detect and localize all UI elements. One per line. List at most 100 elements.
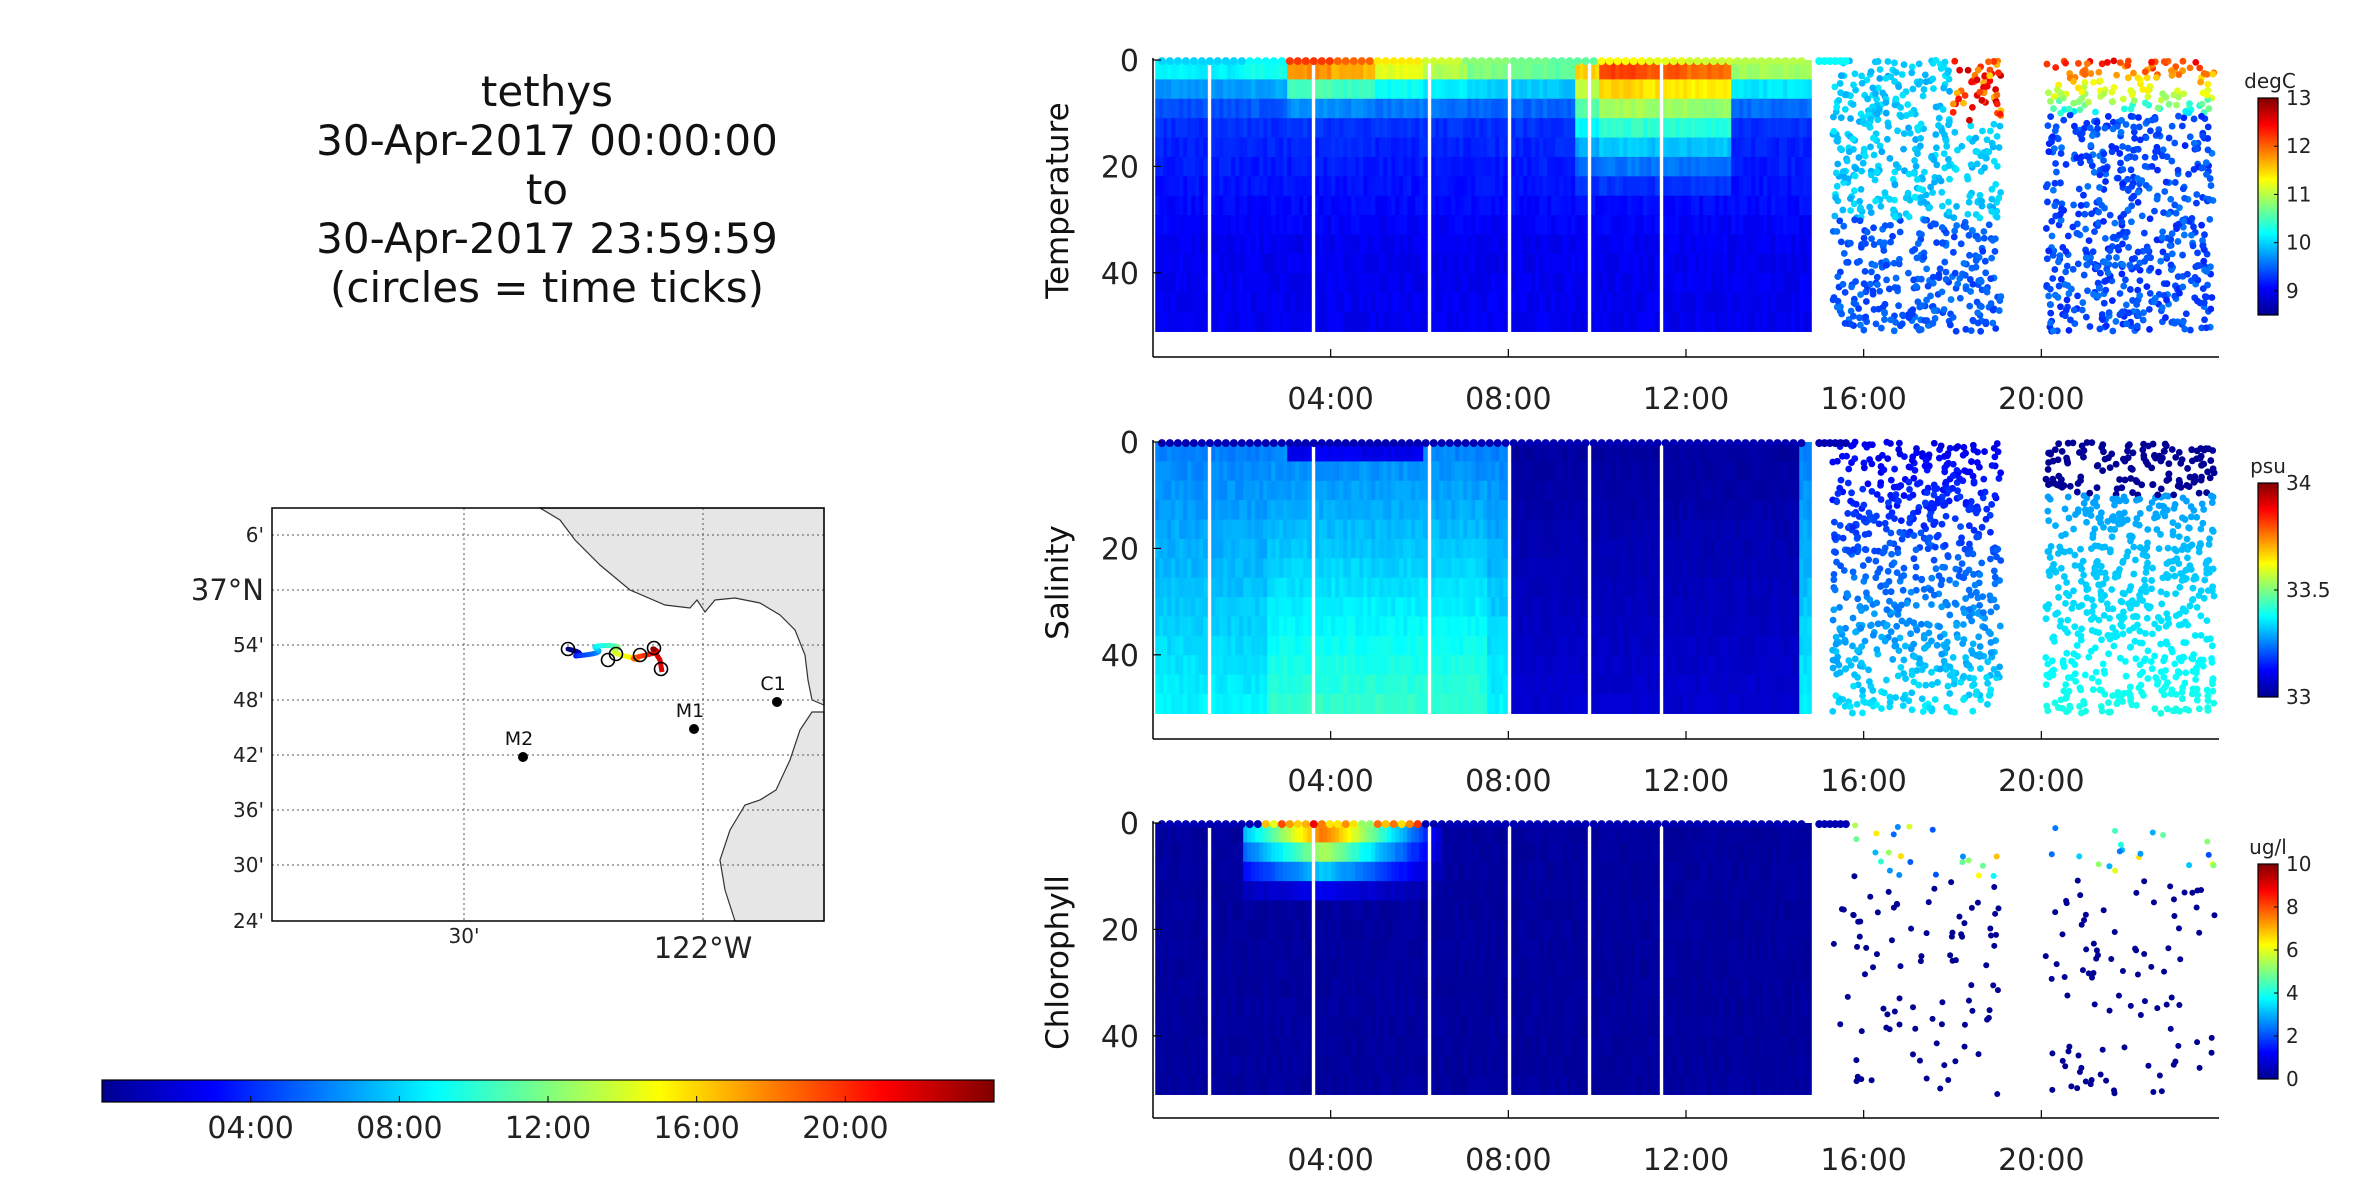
profile-cell — [1751, 176, 1756, 197]
profile-cell — [1563, 176, 1568, 197]
sample-point — [2163, 252, 2171, 260]
sample-point — [2175, 112, 2182, 120]
profile-cell — [1547, 215, 1552, 236]
profile-cell — [1339, 79, 1344, 100]
profile-cell — [1175, 156, 1180, 177]
sample-point — [1972, 134, 1980, 142]
profile-cell — [1219, 273, 1224, 294]
profile-cell — [1327, 292, 1332, 313]
sample-point — [2151, 207, 2158, 215]
profile-cell — [1439, 118, 1444, 139]
sample-point — [2118, 309, 2126, 317]
profile-cell — [1359, 480, 1364, 501]
sample-point — [2074, 260, 2082, 268]
profile-cell — [1255, 693, 1260, 714]
profile-cell — [1307, 597, 1312, 618]
profile-cell — [1655, 215, 1660, 236]
profile-cell — [1803, 118, 1808, 139]
profile-cell — [1715, 195, 1720, 216]
profile-cell — [1199, 500, 1204, 521]
profile-cell — [1191, 234, 1196, 255]
profile-cell — [1767, 156, 1772, 177]
profile-cell — [1571, 292, 1576, 313]
profile-cell — [1515, 195, 1520, 216]
profile-cell — [1183, 292, 1188, 313]
profile-cell — [1215, 480, 1220, 501]
profile-cell — [1599, 60, 1604, 80]
profile-cell — [1195, 273, 1200, 294]
profile-cell — [1559, 60, 1564, 80]
surface-point — [1317, 57, 1326, 66]
profile-cell — [1363, 156, 1368, 177]
sample-point — [1866, 280, 1874, 288]
profile-cell — [1435, 500, 1440, 521]
surface-point — [1517, 57, 1526, 66]
profile-cell — [1471, 538, 1476, 559]
profile-cell — [1399, 519, 1404, 540]
profile-cell — [1295, 79, 1300, 100]
profile-cell — [1307, 234, 1312, 255]
profile-cell — [1651, 292, 1656, 313]
profile-cell — [1343, 292, 1348, 313]
profile-cell — [1159, 655, 1164, 676]
profile-cell — [1543, 176, 1548, 197]
surface-point — [1733, 57, 1742, 66]
profile-cell — [1539, 292, 1544, 313]
profile-cell — [1671, 234, 1676, 255]
profile-cell — [1367, 558, 1372, 579]
sample-point — [2133, 322, 2141, 330]
profile-cell — [1671, 137, 1676, 158]
sample-point — [1967, 161, 1975, 169]
profile-cell — [1339, 311, 1344, 332]
profile-cell — [1351, 577, 1356, 598]
sample-point — [2101, 234, 2109, 242]
profile-cell — [1643, 253, 1648, 274]
profile-cell — [1183, 616, 1188, 637]
sample-point — [1965, 231, 1973, 239]
profile-cell — [1511, 234, 1516, 255]
profile-cell — [1411, 461, 1416, 482]
profile-cell — [1267, 156, 1272, 177]
sample-point — [2109, 98, 2117, 105]
profile-cell — [1231, 461, 1236, 482]
sample-point — [2140, 229, 2148, 237]
profile-cell — [1291, 156, 1296, 177]
sample-point — [1905, 314, 1913, 322]
profile-cell — [1395, 215, 1400, 236]
profile-cell — [1243, 674, 1248, 695]
profile-cell — [1475, 674, 1480, 695]
profile-cell — [1463, 461, 1468, 482]
profile-cell — [1467, 480, 1472, 501]
profile-cell — [1491, 500, 1496, 521]
profile-cell — [1407, 215, 1412, 236]
profile-cell — [1575, 79, 1580, 100]
profile-cell — [1443, 480, 1448, 501]
profile-cell — [1307, 558, 1312, 579]
profile-cell — [1343, 118, 1348, 139]
sample-point — [1952, 166, 1960, 173]
profile-cell — [1359, 674, 1364, 695]
profile-cell — [1219, 118, 1224, 139]
profile-cell — [1359, 98, 1364, 119]
profile-cell — [1443, 597, 1448, 618]
profile-cell — [1335, 480, 1340, 501]
profile-cell — [1275, 655, 1280, 676]
profile-cell — [1603, 273, 1608, 294]
profile-cell — [1707, 311, 1712, 332]
profile-cell — [1747, 273, 1752, 294]
profile-cell — [1479, 442, 1484, 462]
profile-cell — [1291, 558, 1296, 579]
sample-point — [2135, 123, 2143, 131]
profile-cell — [1331, 79, 1336, 100]
profile-cell — [1183, 273, 1188, 294]
profile-cell — [1583, 98, 1588, 119]
profile-cell — [1307, 98, 1312, 119]
profile-cell — [1431, 195, 1436, 216]
profile-cell — [1695, 98, 1700, 119]
profile-cell — [1259, 253, 1264, 274]
profile-cell — [1191, 538, 1196, 559]
profile-cell — [1791, 79, 1796, 100]
profile-cell — [1263, 156, 1268, 177]
time-colorbar: 04:00 08:00 12:00 16:00 20:00 — [101, 1079, 995, 1146]
profile-cell — [1331, 693, 1336, 714]
